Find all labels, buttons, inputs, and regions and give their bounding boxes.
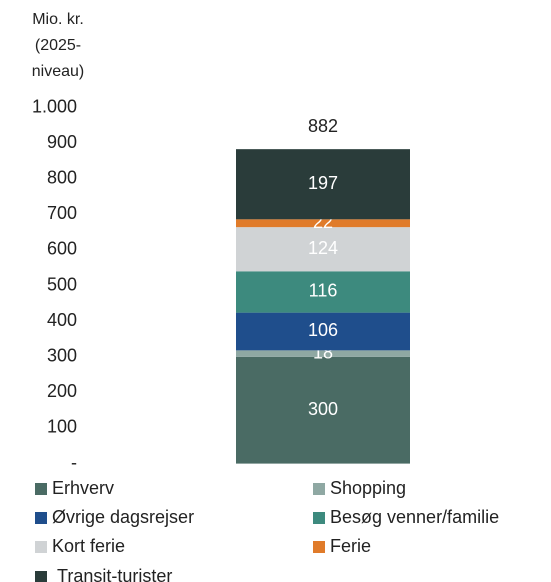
bar-segment (236, 219, 410, 228)
data-label: 300 (308, 399, 338, 419)
legend-swatch (313, 483, 325, 495)
legend-swatch (313, 512, 325, 524)
y-tick-label: - (71, 452, 77, 472)
y-tick-label: 800 (47, 167, 77, 187)
bar-segment (236, 312, 410, 351)
data-label: 116 (309, 281, 338, 301)
legend-swatch (35, 571, 47, 582)
legend-swatch (35, 512, 47, 524)
legend-label: Kort ferie (52, 536, 125, 556)
data-label: 106 (308, 320, 338, 340)
legend-label: Erhverv (52, 478, 114, 498)
legend-label: Transit-turister (57, 566, 172, 582)
bar-segment (236, 149, 410, 220)
legend-label: Ferie (330, 536, 371, 556)
bar-segment (236, 227, 410, 272)
data-label: 197 (308, 173, 338, 193)
y-tick-label: 300 (47, 346, 77, 366)
y-tick-label: 600 (47, 239, 77, 259)
legend-swatch (35, 541, 47, 553)
bar-segment (236, 350, 410, 357)
y-axis-label: niveau) (32, 63, 84, 80)
bar-segment (236, 356, 410, 464)
total-label: 882 (308, 116, 338, 136)
legend-label: Øvrige dagsrejser (52, 507, 194, 527)
data-label: 124 (308, 238, 338, 258)
legend-swatch (313, 541, 325, 553)
legend-swatch (35, 483, 47, 495)
y-tick-label: 500 (47, 274, 77, 294)
bar-segment (236, 271, 410, 313)
legend-label: Shopping (330, 478, 406, 498)
legend-label: Besøg venner/familie (330, 507, 499, 527)
y-axis-label: Mio. kr. (32, 11, 84, 28)
y-tick-label: 200 (47, 381, 77, 401)
y-tick-label: 900 (47, 132, 77, 152)
y-tick-label: 1.000 (32, 96, 77, 116)
y-tick-label: 700 (47, 203, 77, 223)
y-tick-label: 100 (47, 417, 77, 437)
y-tick-label: 400 (47, 310, 77, 330)
y-axis-label: (2025- (35, 37, 81, 54)
